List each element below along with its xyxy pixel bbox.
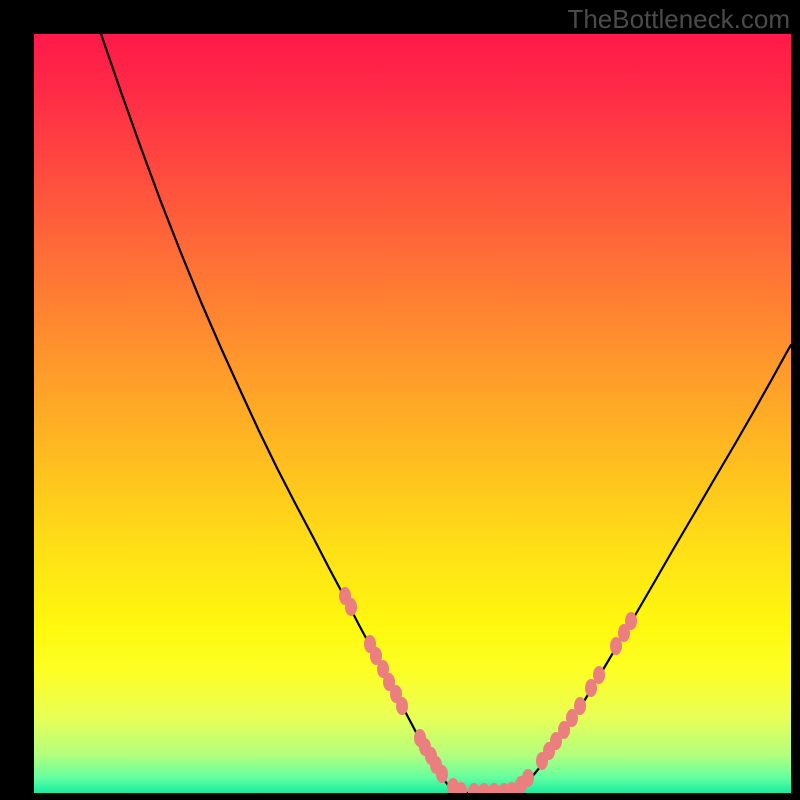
watermark-text: TheBottleneck.com xyxy=(567,4,790,35)
chart-overlay xyxy=(34,34,791,793)
plot-area xyxy=(34,34,791,793)
